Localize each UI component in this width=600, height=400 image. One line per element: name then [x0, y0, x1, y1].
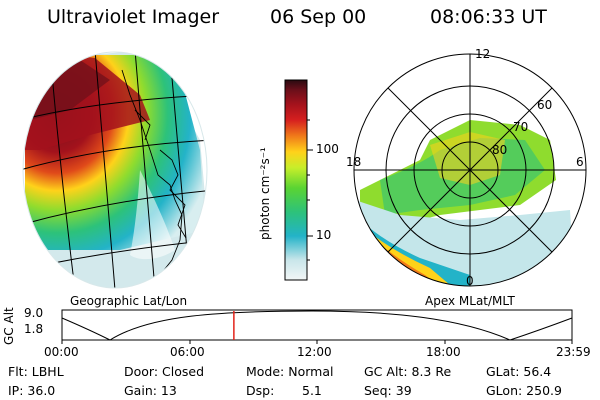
status-mode: Mode: Normal	[246, 364, 334, 379]
status-dsp-label: Dsp:	[246, 383, 275, 398]
instrument-title: Ultraviolet Imager	[47, 6, 220, 28]
lat-label-80: 80	[492, 143, 508, 157]
status-glon: GLon: 250.9	[486, 383, 562, 398]
date-label: 06 Sep 00	[270, 6, 367, 28]
lat-label-70: 70	[513, 120, 529, 134]
mlt-label-left: 18	[346, 155, 362, 169]
status-dsp-value: 5.1	[302, 383, 322, 398]
status-gc-alt: GC Alt: 8.3 Re	[364, 364, 452, 379]
orbit-altitude-curve	[61, 310, 573, 341]
orbit-plot-frame	[61, 309, 573, 341]
orbit-xtick: 12:00	[297, 345, 332, 359]
geographic-image	[23, 52, 207, 288]
colorbar-tick-100: 100	[316, 142, 339, 156]
orbit-ytick-low: 1.8	[24, 322, 44, 336]
left-panel-caption: Geographic Lat/Lon	[70, 294, 188, 308]
mlt-label-right: 6	[576, 155, 584, 169]
lat-label-60: 60	[537, 98, 553, 112]
orbit-xtick: 06:00	[170, 345, 205, 359]
status-glat: GLat: 56.4	[486, 364, 552, 379]
mlt-label-top: 12	[475, 47, 491, 61]
orbit-xtick: 00:00	[44, 345, 79, 359]
status-door: Door: Closed	[124, 364, 205, 379]
colorbar-unit-label: photon cm⁻²s⁻¹	[258, 147, 272, 240]
orbit-xtick: 23:59	[556, 345, 591, 359]
orbit-x-ticks	[61, 340, 573, 344]
time-label: 08:06:33 UT	[430, 6, 547, 28]
status-gain: Gain: 13	[124, 383, 177, 398]
status-flt: Flt: LBHL	[8, 364, 64, 379]
orbit-ylabel: GC Alt	[2, 307, 16, 345]
status-ip: IP: 36.0	[8, 383, 56, 398]
orbit-xtick: 18:00	[426, 345, 461, 359]
colorbar-tick-10: 10	[316, 228, 332, 242]
polar-grid	[353, 53, 587, 287]
status-seq: Seq: 39	[364, 383, 412, 398]
mlt-label-bottom: 0	[466, 274, 474, 288]
right-panel-caption: Apex MLat/MLT	[425, 294, 515, 308]
orbit-ytick-high: 9.0	[24, 306, 44, 320]
colorbar	[284, 79, 308, 281]
